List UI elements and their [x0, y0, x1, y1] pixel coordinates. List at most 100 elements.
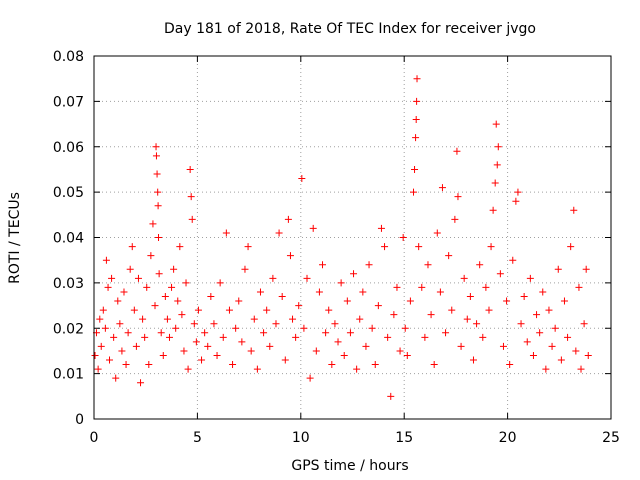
data-point: [106, 356, 114, 364]
data-point: [126, 265, 134, 273]
data-point: [582, 265, 590, 273]
data-point: [362, 342, 370, 350]
data-point: [489, 206, 497, 214]
data-point: [152, 143, 160, 151]
data-point: [542, 365, 550, 373]
y-tick-label: 0.08: [53, 49, 84, 65]
x-tick-labels: 0 5 10 15 20 25: [90, 430, 620, 446]
y-tick-label: 0.06: [53, 140, 84, 156]
data-point: [153, 170, 161, 178]
data-point: [194, 306, 202, 314]
data-point: [368, 324, 376, 332]
data-point: [96, 315, 104, 323]
data-point: [247, 347, 255, 355]
data-point: [377, 224, 385, 232]
data-point: [222, 229, 230, 237]
data-point: [384, 333, 392, 341]
data-point: [539, 288, 547, 296]
data-point: [466, 292, 474, 300]
data-point: [463, 315, 471, 323]
data-point: [580, 320, 588, 328]
data-point: [418, 283, 426, 291]
data-point: [512, 197, 520, 205]
data-point: [151, 302, 159, 310]
data-point: [560, 297, 568, 305]
data-point: [192, 338, 200, 346]
data-point: [94, 365, 102, 373]
data-point: [184, 365, 192, 373]
data-point: [469, 356, 477, 364]
data-point: [331, 320, 339, 328]
data-point: [567, 243, 575, 251]
y-tick-label: 0.01: [53, 367, 84, 383]
data-point: [393, 283, 401, 291]
data-point: [170, 265, 178, 273]
data-point: [548, 342, 556, 350]
data-point: [176, 243, 184, 251]
data-point: [570, 206, 578, 214]
y-tick-label: 0: [75, 412, 84, 428]
data-point: [120, 288, 128, 296]
data-point: [102, 256, 110, 264]
data-point: [225, 306, 233, 314]
data-point: [350, 270, 358, 278]
data-point: [210, 320, 218, 328]
data-point: [157, 329, 165, 337]
data-point: [584, 351, 592, 359]
data-point: [503, 297, 511, 305]
data-point: [141, 333, 149, 341]
data-point: [306, 374, 314, 382]
data-point: [114, 297, 122, 305]
data-point: [328, 361, 336, 369]
y-tick-labels: 0 0.01 0.02 0.03 0.04 0.05 0.06 0.07 0.08: [53, 49, 84, 428]
data-point: [284, 215, 292, 223]
data-point: [575, 283, 583, 291]
data-point: [174, 297, 182, 305]
data-point: [433, 229, 441, 237]
data-point: [152, 152, 160, 160]
data-point: [572, 347, 580, 355]
data-point: [356, 315, 364, 323]
data-point: [343, 297, 351, 305]
data-point: [403, 351, 411, 359]
data-point: [487, 243, 495, 251]
data-point: [448, 306, 456, 314]
data-point: [325, 306, 333, 314]
data-point: [122, 361, 130, 369]
data-point: [445, 252, 453, 260]
data-point: [309, 224, 317, 232]
data-point: [365, 261, 373, 269]
data-point: [526, 274, 534, 282]
data-point: [159, 351, 167, 359]
x-axis-label: GPS time / hours: [291, 458, 408, 474]
data-point: [509, 256, 517, 264]
data-point: [281, 356, 289, 364]
data-point: [401, 324, 409, 332]
y-tick-label: 0.04: [53, 231, 84, 247]
data-point: [300, 324, 308, 332]
data-point: [390, 311, 398, 319]
data-point: [250, 315, 258, 323]
data-point: [145, 361, 153, 369]
y-tick-label: 0.03: [53, 276, 84, 292]
data-point: [101, 324, 109, 332]
data-point: [399, 234, 407, 241]
data-point: [244, 243, 252, 251]
data-point: [256, 288, 264, 296]
data-point: [147, 252, 155, 260]
data-point: [139, 315, 147, 323]
data-point: [182, 279, 190, 287]
data-point: [476, 261, 484, 269]
data-point: [132, 342, 140, 350]
data-point: [216, 279, 224, 287]
data-point: [118, 347, 126, 355]
data-point: [104, 283, 112, 291]
x-tick-label: 20: [499, 430, 517, 446]
data-point: [410, 188, 418, 196]
data-point: [496, 270, 504, 278]
data-point: [295, 302, 303, 310]
data-point: [134, 274, 142, 282]
data-point: [454, 193, 462, 201]
data-point: [523, 338, 531, 346]
